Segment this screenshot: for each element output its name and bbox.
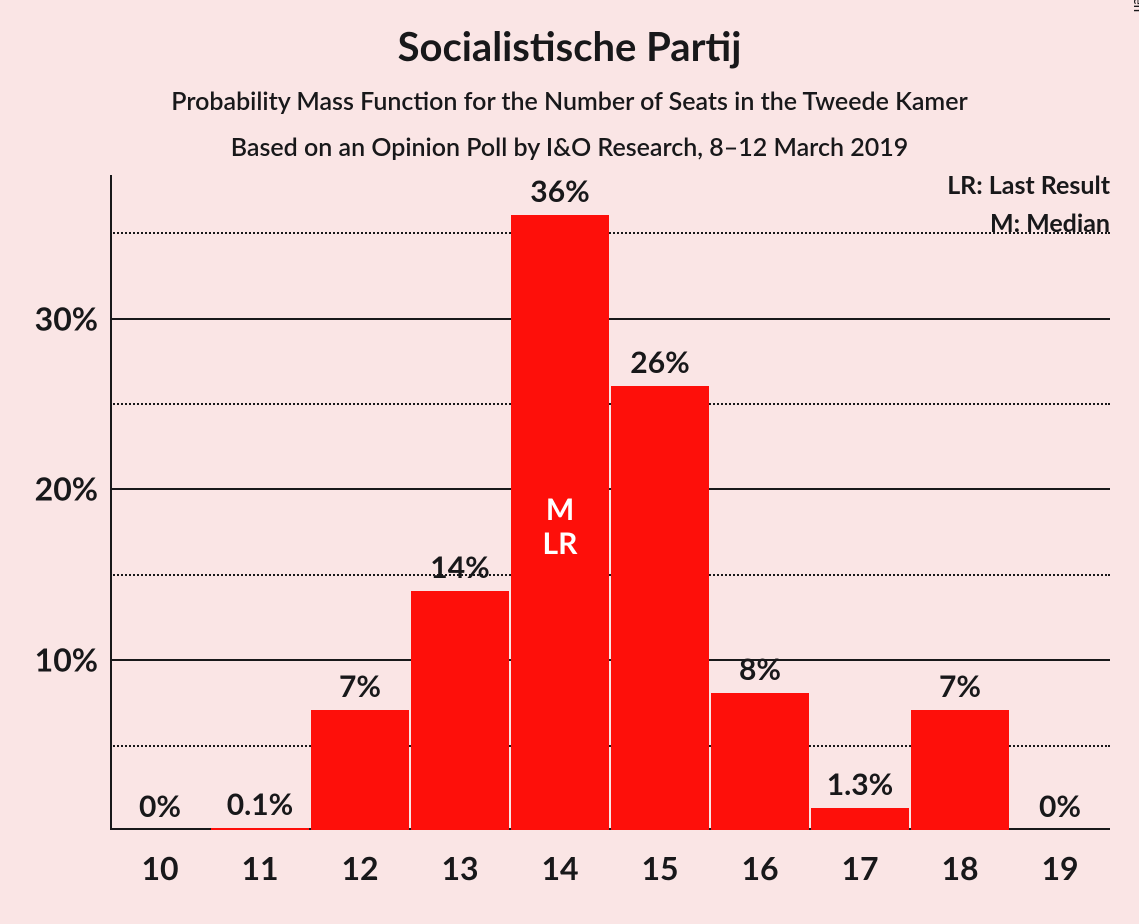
bar-value-label: 0%	[1039, 788, 1081, 830]
bar-value-label: 26%	[630, 344, 689, 386]
bar-value-label: 0%	[139, 788, 181, 830]
bar-value-label: 0.1%	[227, 786, 294, 828]
bar-value-label: 1.3%	[827, 766, 894, 808]
y-tick-label: 20%	[35, 469, 110, 508]
legend-m: M: Median	[890, 200, 1110, 238]
x-tick-label: 18	[941, 830, 978, 887]
y-tick-label: 10%	[35, 640, 110, 679]
copyright-text: © 2020 Filip van Laenen	[1131, 0, 1139, 12]
bar-value-label: 7%	[939, 668, 981, 710]
x-tick-label: 12	[341, 830, 378, 887]
x-tick-label: 10	[141, 830, 178, 887]
x-tick-label: 19	[1041, 830, 1078, 887]
y-tick-label: 30%	[35, 298, 110, 337]
bar: 26%	[611, 386, 709, 830]
x-tick-label: 14	[541, 830, 578, 887]
gridline-major	[110, 318, 1110, 320]
x-tick-label: 16	[741, 830, 778, 887]
y-axis	[110, 175, 112, 830]
chart-subtitle-2: Based on an Opinion Poll by I&O Research…	[0, 116, 1139, 162]
x-tick-label: 13	[441, 830, 478, 887]
bar-value-label: 7%	[339, 668, 381, 710]
x-tick-label: 11	[241, 830, 278, 887]
gridline-minor	[110, 403, 1110, 405]
legend-lr: LR: Last Result	[890, 170, 1110, 200]
bar-value-label: 36%	[530, 173, 589, 215]
chart-subtitle-1: Probability Mass Function for the Number…	[0, 70, 1139, 116]
bar: 36%MLR	[511, 215, 609, 830]
bar: 14%	[411, 591, 509, 830]
gridline-major	[110, 488, 1110, 490]
bar-in-label: MLR	[543, 492, 578, 561]
chart-legend: LR: Last Result M: Median	[890, 170, 1110, 238]
bar: 1.3%	[811, 808, 909, 830]
bar: 8%	[711, 693, 809, 830]
gridline-minor	[110, 574, 1110, 576]
bar-value-label: 14%	[430, 549, 489, 591]
bar: 7%	[911, 710, 1009, 830]
x-tick-label: 15	[641, 830, 678, 887]
bar: 7%	[311, 710, 409, 830]
gridline-major	[110, 659, 1110, 661]
x-tick-label: 17	[841, 830, 878, 887]
bar-value-label: 8%	[739, 651, 781, 693]
chart-title: Socialistische Partij	[0, 0, 1139, 70]
chart-plot-area: 10%20%30%0%100.1%117%1214%1336%MLR1426%1…	[110, 215, 1110, 830]
